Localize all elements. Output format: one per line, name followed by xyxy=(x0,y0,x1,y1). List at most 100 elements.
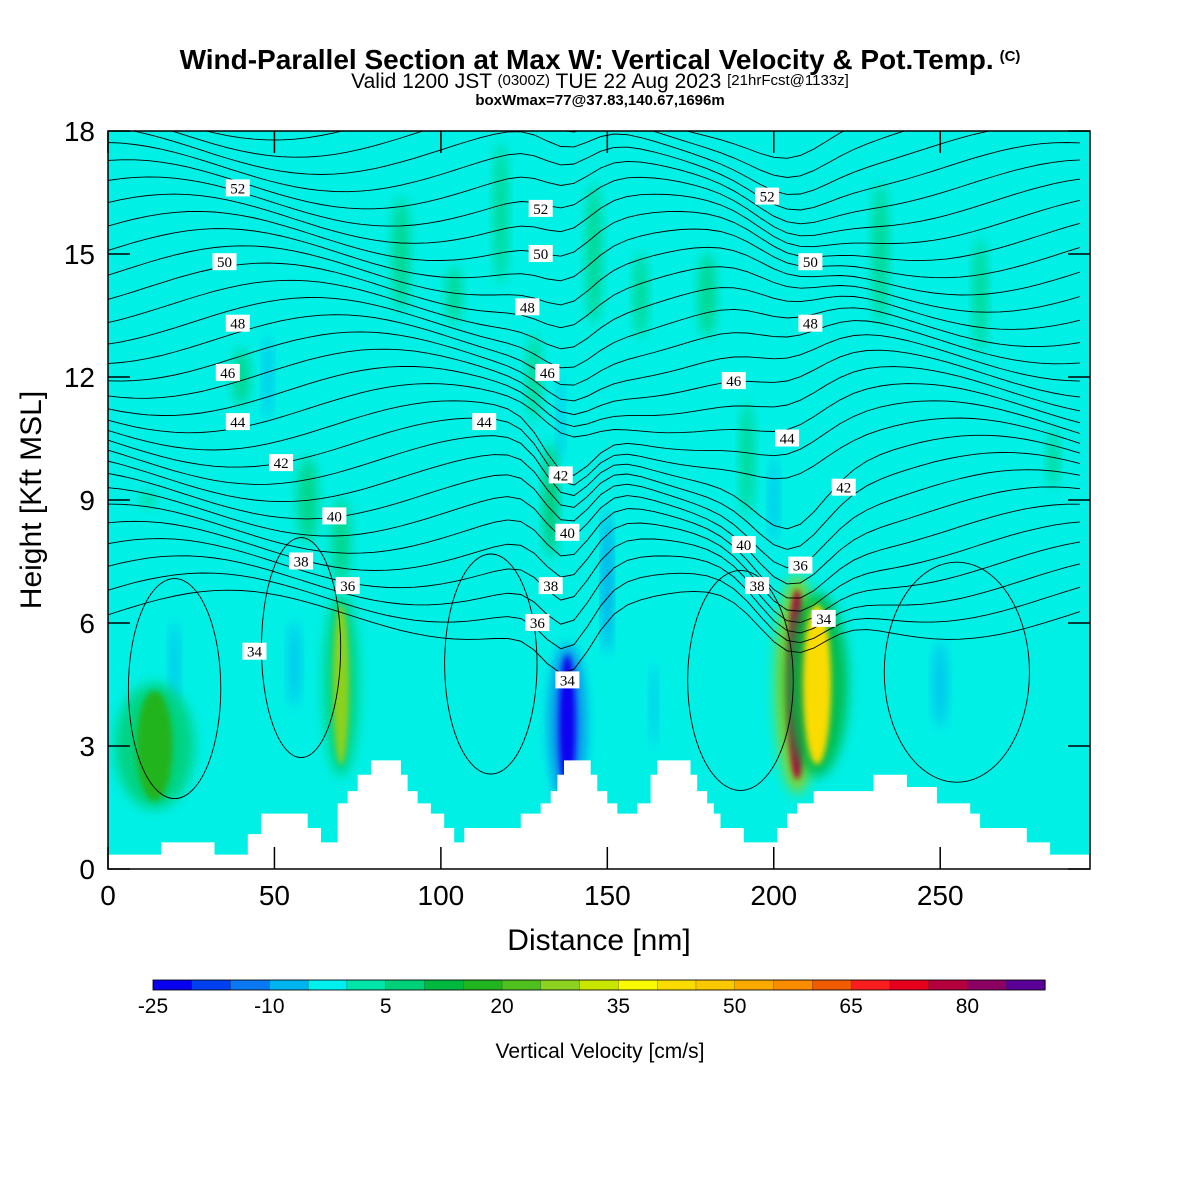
contour-label: 38 xyxy=(543,579,558,595)
velocity-streak xyxy=(934,641,947,728)
colorbar-swatch xyxy=(152,979,193,991)
contour-label-box xyxy=(555,523,580,541)
colorbar-swatch xyxy=(579,979,620,991)
contour-label-box xyxy=(548,466,573,484)
velocity-streak xyxy=(289,620,300,708)
contour-label-box xyxy=(335,577,360,595)
contour-label: 42 xyxy=(553,468,568,484)
contour-label-group: 50 xyxy=(798,253,823,271)
contour-label-box xyxy=(811,609,836,627)
contour-label: 52 xyxy=(760,190,775,206)
contour-label-group: 42 xyxy=(548,466,573,484)
colorbar-swatch xyxy=(307,979,348,991)
contour-label-group: 44 xyxy=(472,413,497,431)
contour-label: 46 xyxy=(540,366,556,382)
contour-label: 38 xyxy=(294,555,309,571)
colorbar-swatch xyxy=(734,979,775,991)
contour-label: 40 xyxy=(560,526,575,542)
colorbar-swatch xyxy=(773,979,813,991)
x-tick-label: 200 xyxy=(750,880,797,911)
isentrope xyxy=(108,520,1081,612)
valid-time-line: Valid 1200 JST (0300Z) TUE 22 Aug 2023 [… xyxy=(351,70,849,93)
contour-label: 40 xyxy=(327,509,342,525)
contour-label: 36 xyxy=(530,616,546,632)
contour-label-box xyxy=(322,507,347,525)
isentrope xyxy=(108,176,1081,237)
colorbar-swatch xyxy=(889,979,930,991)
forecast-info: [21hrFcst@1133z] xyxy=(727,72,849,89)
isentrope xyxy=(687,569,794,791)
isentrope xyxy=(108,400,1081,476)
colorbar-label: -10 xyxy=(254,995,284,1018)
contour-label: 48 xyxy=(520,300,535,316)
valid-utc: (0300Z) xyxy=(497,72,551,89)
contour-label-box xyxy=(731,536,756,554)
isentrope xyxy=(108,245,1081,306)
contour-label: 34 xyxy=(247,645,263,661)
colorbar-swatch xyxy=(540,979,581,991)
contour-label-box xyxy=(831,478,856,496)
contour-label-group: 46 xyxy=(535,363,560,382)
contour-label-group: 50 xyxy=(528,245,553,263)
y-tick-label: 0 xyxy=(79,854,95,885)
contour-label: 48 xyxy=(230,317,245,333)
contour-label-group: 52 xyxy=(528,199,553,218)
x-tick-label: 150 xyxy=(584,880,631,911)
contour-label-box xyxy=(755,187,780,205)
isentrope xyxy=(170,131,906,178)
contour-label-box xyxy=(528,245,553,262)
isentrope xyxy=(108,572,1081,650)
velocity-streak xyxy=(699,251,716,339)
contour-label-group: 38 xyxy=(538,577,563,595)
x-tick-label: 50 xyxy=(259,880,290,911)
contour-label-group: 44 xyxy=(225,413,250,431)
isentrope xyxy=(108,452,1081,550)
colorbar-swatch xyxy=(191,979,232,991)
colorbar-swatch xyxy=(695,979,736,991)
colorbar-swatch xyxy=(812,979,852,991)
isentrope xyxy=(108,555,1081,634)
contour-label-box xyxy=(528,199,553,217)
contour-label-group: 40 xyxy=(731,536,756,554)
contour-label-group: 48 xyxy=(798,314,823,333)
contour-label: 44 xyxy=(230,415,246,431)
isentrope xyxy=(108,469,1081,569)
velocity-streak xyxy=(634,251,647,339)
y-tick-label: 12 xyxy=(64,362,95,393)
contour-label: 42 xyxy=(836,481,851,497)
contour-label-box xyxy=(515,298,540,316)
velocity-streak xyxy=(141,492,154,508)
contour-label-group: 48 xyxy=(225,314,250,333)
isentrope xyxy=(127,578,222,800)
colorbar-label: 5 xyxy=(380,995,392,1018)
contour-label-box xyxy=(225,314,250,332)
y-tick-label: 15 xyxy=(64,239,95,270)
velocity-streak xyxy=(741,401,754,517)
velocity-streak xyxy=(494,141,507,285)
contour-label: 52 xyxy=(533,202,548,218)
velocity-streak xyxy=(769,456,778,544)
contour-label-group: 52 xyxy=(755,187,780,206)
velocity-cell xyxy=(333,604,350,765)
chart-title: Wind-Parallel Section at Max W: Vertical… xyxy=(179,44,1021,75)
colorbar-swatch xyxy=(230,979,270,991)
contour-label-group: 36 xyxy=(788,556,813,575)
box-info: boxWmax=77@37.83,140.67,1696m xyxy=(475,92,725,109)
isentrope xyxy=(108,365,1081,427)
velocity-streak xyxy=(1048,430,1059,488)
contour-label-group: 48 xyxy=(515,298,540,316)
contour-label-group: 42 xyxy=(269,454,294,472)
contour-label-box xyxy=(215,363,240,381)
colorbar-swatch xyxy=(385,979,426,991)
velocity-cell xyxy=(136,691,173,801)
colorbar-title: Vertical Velocity [cm/s] xyxy=(496,1040,705,1063)
colorbar-swatch xyxy=(269,979,309,991)
isentrope-lines xyxy=(108,131,1081,800)
contour-label-box xyxy=(555,671,580,689)
contour-label: 46 xyxy=(220,366,236,382)
contour-label: 50 xyxy=(533,247,548,263)
contour-label-box xyxy=(788,556,813,574)
contour-label-group: 44 xyxy=(775,429,800,448)
colorbar: -25 -10 5 20 35 50 65 80 xyxy=(138,979,1046,1018)
